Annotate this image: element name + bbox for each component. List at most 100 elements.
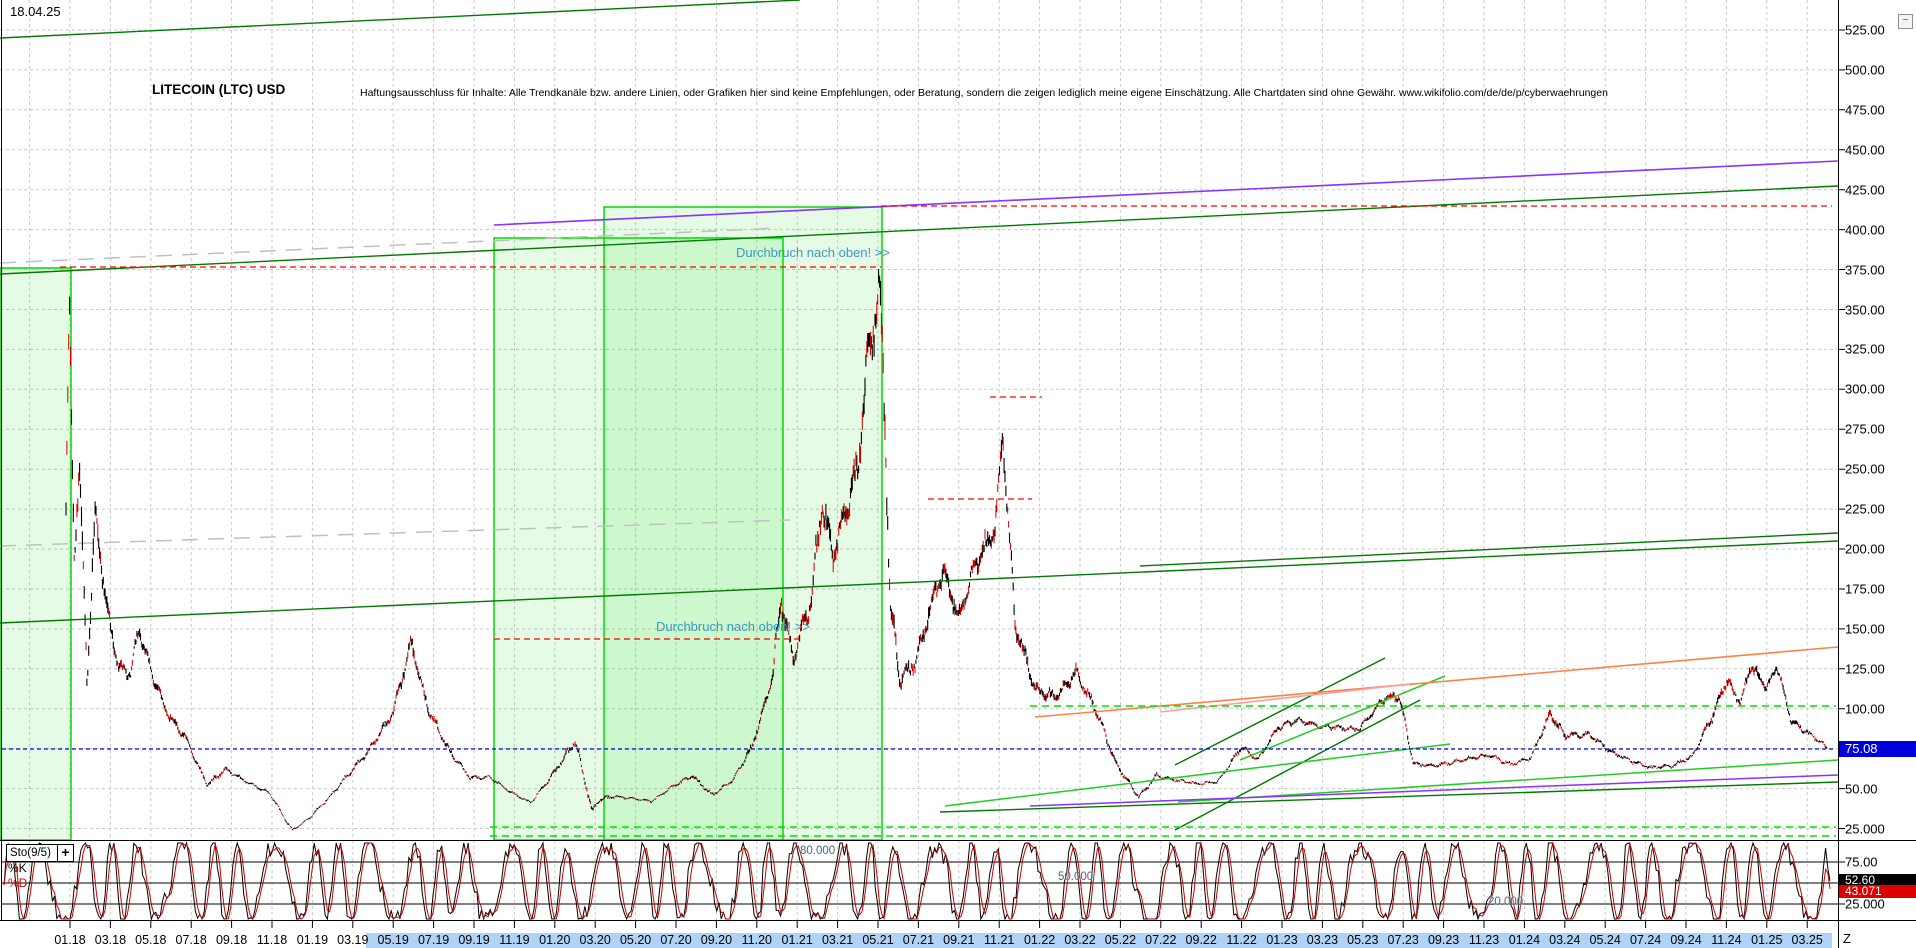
x-axis-label: 11.18 [256, 933, 288, 947]
x-axis-label: 05.21 [862, 933, 894, 947]
sto-k-line [3, 841, 1831, 921]
trend-line [0, 0, 801, 39]
minimize-icon[interactable]: − [1898, 14, 1913, 29]
trend-line [493, 160, 1839, 226]
chart-date: 18.04.25 [10, 4, 61, 19]
x-axis-label: 05.23 [1347, 933, 1379, 947]
timezone-button[interactable]: Z [1843, 931, 1851, 946]
x-axis-label: 07.19 [417, 933, 450, 947]
price-axis-label: 400.00 [1845, 222, 1885, 238]
trend-line [939, 781, 1839, 813]
price-axis-label: 150.00 [1845, 621, 1885, 637]
chart-title: LITECOIN (LTC) USD [152, 82, 286, 97]
x-axis-label: 09.18 [215, 933, 248, 947]
x-axis-label: 09.20 [700, 933, 733, 947]
x-axis-label: 01.23 [1266, 933, 1298, 947]
trend-line [1177, 759, 1839, 803]
sto-guide-label: 20.000 [1488, 896, 1524, 908]
sto-indicator-label[interactable]: Sto(9/5) [6, 844, 59, 862]
x-axis-label: 07.18 [175, 933, 207, 947]
price-axis-label: 300.00 [1845, 381, 1885, 397]
trend-line [1174, 657, 1386, 766]
disclaimer-text: Haftungsausschluss für Inhalte: Alle Tre… [360, 87, 1608, 99]
x-axis-label: 09.19 [458, 933, 490, 947]
sto-k-label: %K [8, 861, 27, 875]
x-axis-label: 07.20 [660, 933, 692, 947]
sto-d-value-badge: 43.071 [1839, 884, 1916, 898]
trend-line [944, 743, 1451, 807]
axis-ticks [69, 29, 1845, 928]
x-axis-label: 11.24 [1711, 933, 1742, 947]
x-axis-label: 05.19 [377, 933, 409, 947]
current-price-badge: 75.08 [1839, 740, 1916, 757]
price-axis-label: 450.00 [1845, 142, 1885, 158]
x-axis-label: 03.22 [1064, 933, 1096, 947]
x-axis-highlight-band [366, 933, 1832, 948]
x-axis-label: 09.23 [1427, 933, 1460, 947]
price-axis-label: 525.00 [1845, 22, 1885, 38]
sto-guide-label: 50.000 [1058, 871, 1094, 883]
trend-line [1139, 532, 1839, 567]
x-axis-label: 11.23 [1468, 933, 1500, 947]
x-axis-label: 01.20 [539, 933, 571, 947]
x-axis-label: 11.19 [499, 933, 530, 947]
x-axis-label: 03.19 [337, 933, 369, 947]
trend-line [1159, 683, 1411, 713]
price-axis-label: 50.00 [1845, 781, 1878, 797]
price-axis-label: 125.00 [1845, 661, 1885, 677]
price-axis-label: 475.00 [1845, 102, 1885, 118]
trend-line-gray [0, 519, 791, 547]
breakout-box [603, 206, 883, 841]
x-axis-label: 03.20 [579, 933, 611, 947]
add-indicator-button[interactable]: + [57, 844, 74, 862]
trend-line [1239, 675, 1446, 761]
x-axis-label: 03.24 [1549, 933, 1581, 947]
trend-line [0, 540, 1839, 624]
x-axis-label: 03.18 [94, 933, 127, 947]
price-axis-label: 275.00 [1845, 421, 1885, 437]
trend-line [1174, 699, 1421, 831]
sto-d-label: %D [8, 876, 28, 890]
breakout-annotation-top: Durchbruch nach oben! >> [736, 245, 890, 260]
candles-up [65, 269, 1828, 831]
sto-k-value-badge: 52.60 [1839, 874, 1916, 888]
x-axis-label: 11.20 [741, 933, 772, 947]
x-axis-label: 05.22 [1104, 933, 1137, 947]
x-axis-label: 01.24 [1508, 933, 1541, 947]
sto-guide-label: 80.000 [800, 845, 836, 857]
grid-vertical [29, 0, 1808, 920]
x-axis-label: 01.25 [1751, 933, 1783, 947]
candles-down [66, 294, 1826, 830]
x-axis-label: 01.22 [1023, 933, 1056, 947]
breakout-box [493, 237, 784, 841]
breakout-box [0, 267, 72, 841]
x-axis-label: 01.19 [296, 933, 329, 947]
price-axis-label: 25.000 [1845, 821, 1885, 836]
x-axis-label: 05.24 [1589, 933, 1621, 947]
x-axis-label: 09.22 [1185, 933, 1217, 947]
price-axis-label: 350.00 [1845, 302, 1885, 317]
sto-axis-label: 25.000 [1845, 896, 1885, 912]
price-axis-label: 175.00 [1845, 581, 1885, 597]
x-axis-label: 09.21 [943, 933, 975, 947]
price-axis-label: 250.00 [1845, 461, 1885, 477]
trend-line [1029, 774, 1839, 807]
price-axis-label: 100.00 [1845, 701, 1885, 717]
sto-d-line [3, 841, 1831, 921]
price-axis-label: 225.00 [1845, 501, 1885, 517]
trend-line-gray [0, 227, 781, 264]
x-axis-label: 07.23 [1387, 933, 1419, 947]
price-axis-label: 200.00 [1845, 541, 1885, 557]
grid-horizontal [0, 29, 1838, 829]
price-axis-label: 500.00 [1845, 62, 1885, 78]
x-axis-label: 01.18 [54, 933, 86, 947]
price-axis-label: 375.00 [1845, 262, 1885, 277]
x-axis-label: 07.24 [1629, 933, 1662, 947]
x-axis-label: 05.18 [135, 933, 167, 947]
price-axis-label: 325.00 [1845, 341, 1885, 357]
x-axis-label: 07.21 [902, 933, 935, 947]
x-axis-label: 11.21 [984, 933, 1015, 947]
breakout-annotation-mid: Durchbruch nach oben! >> [656, 619, 810, 634]
x-axis-label: 03.21 [821, 933, 854, 947]
